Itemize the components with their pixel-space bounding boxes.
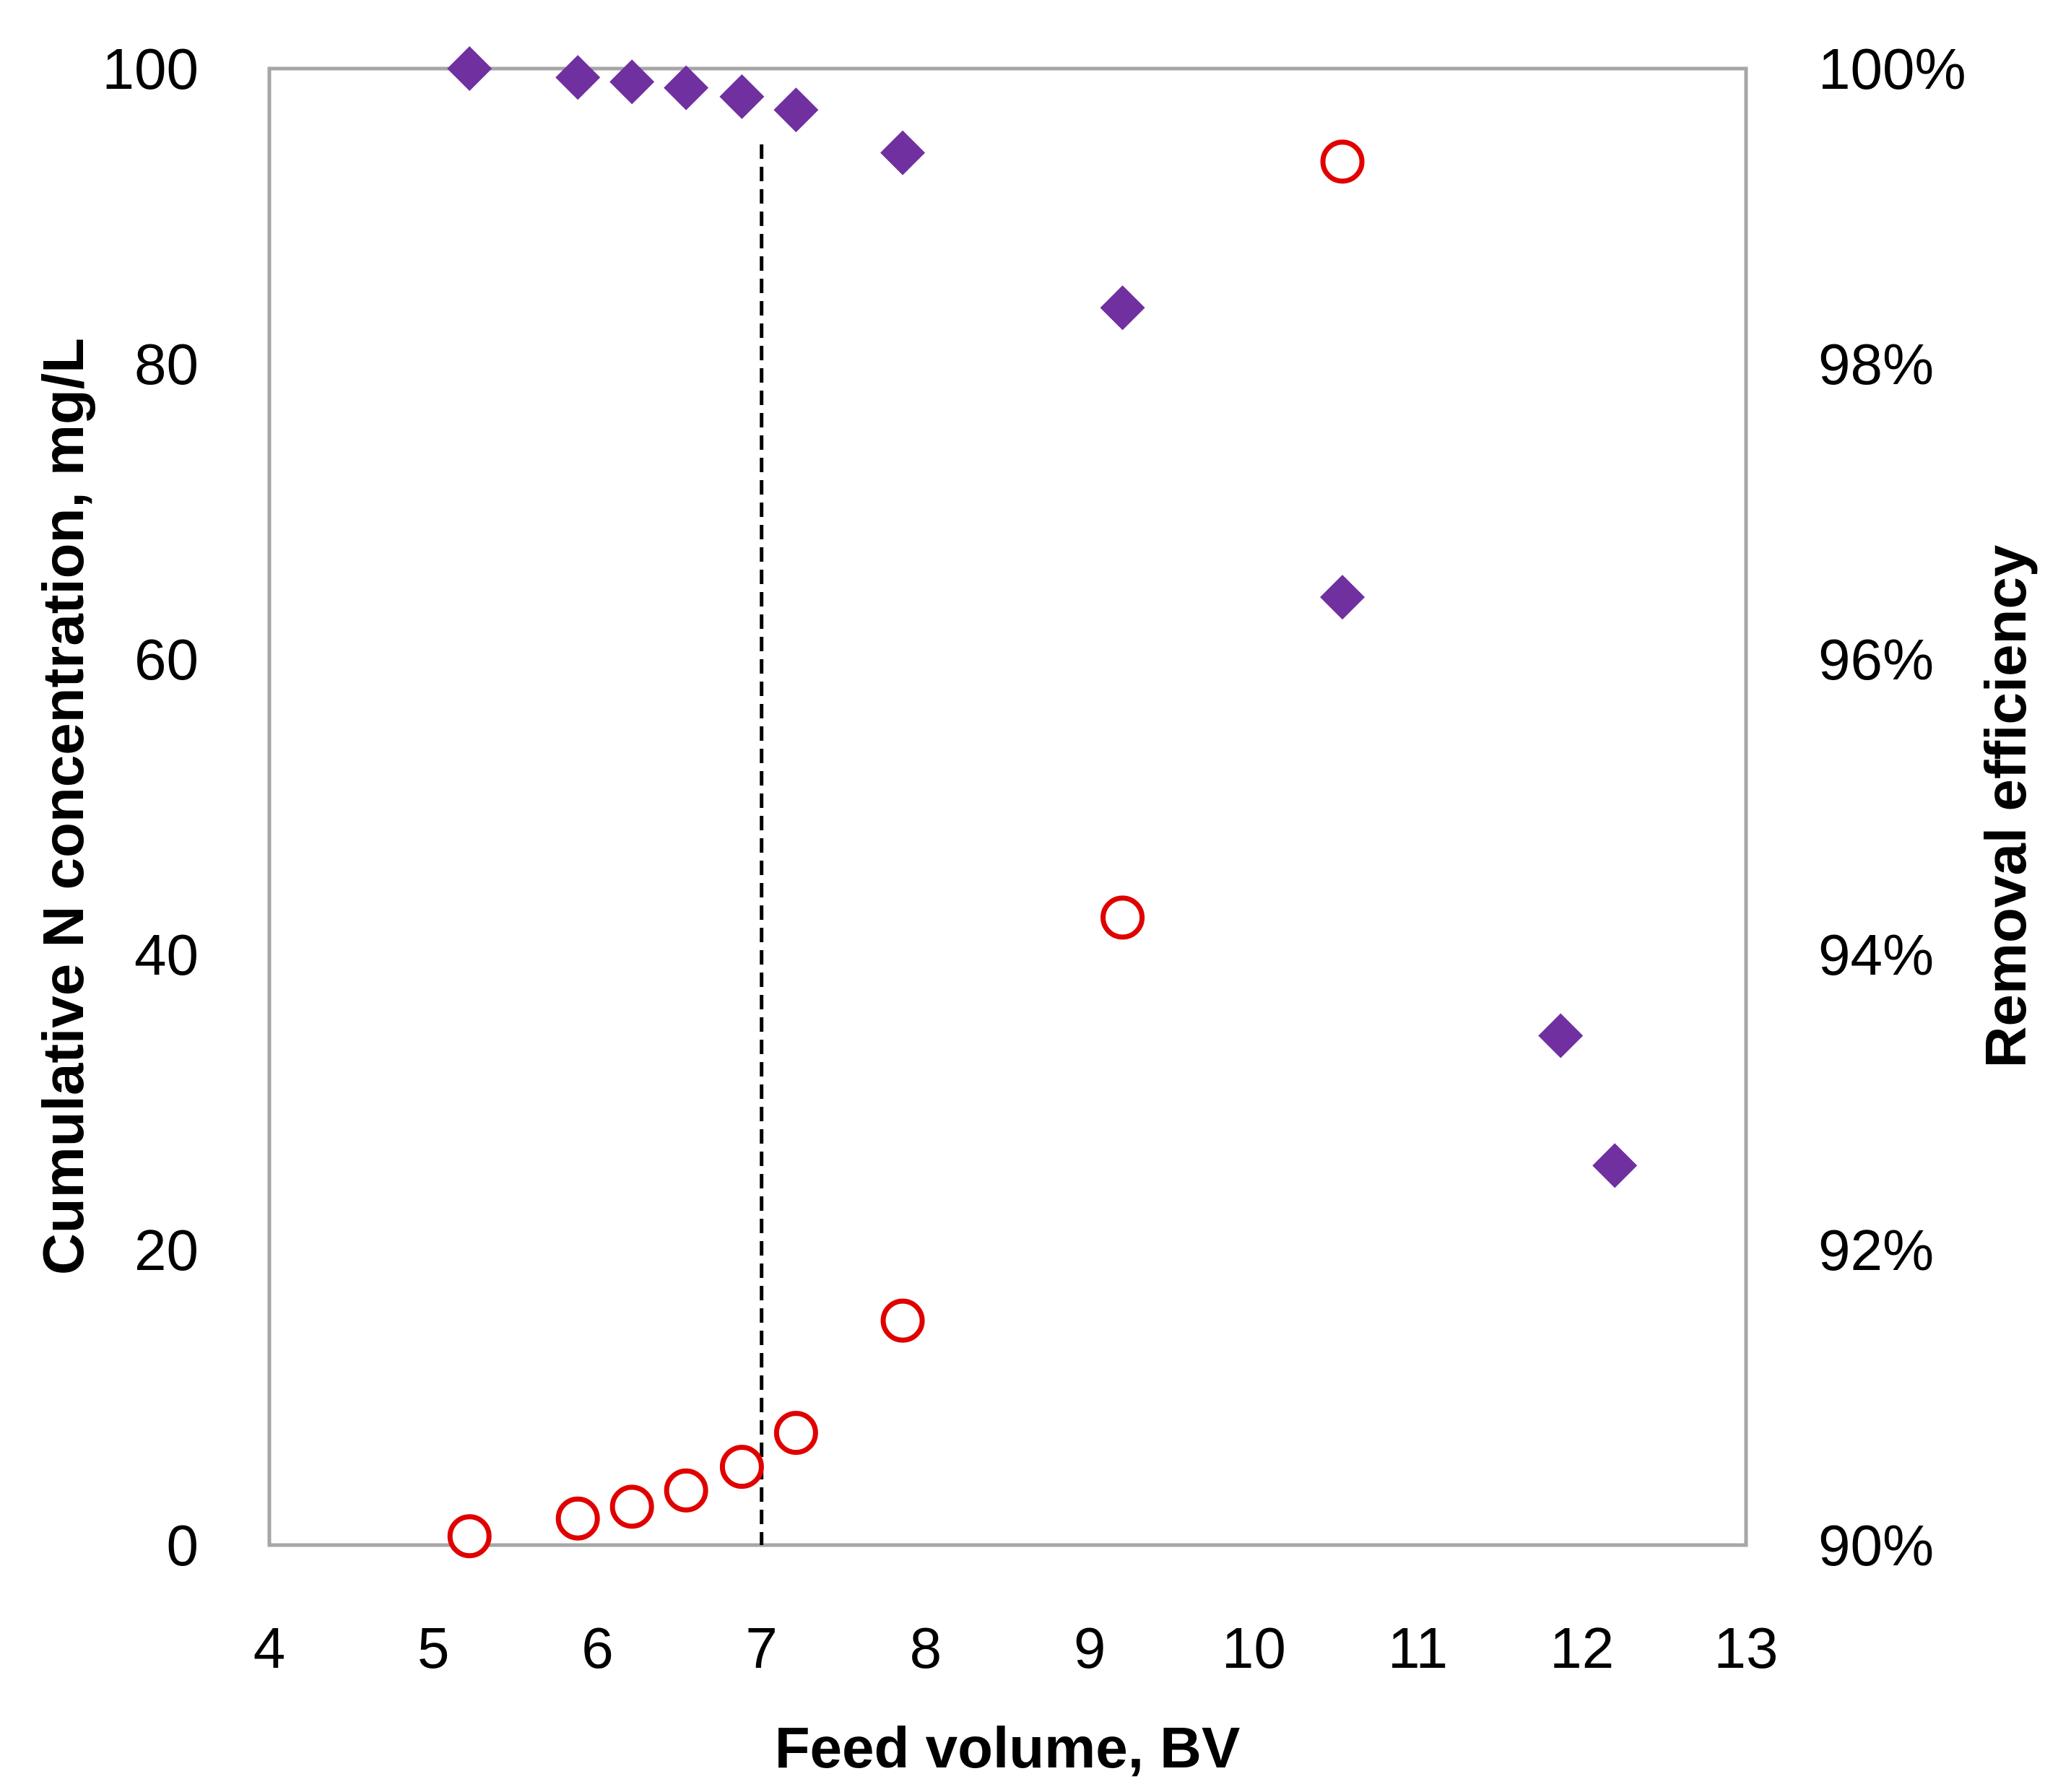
n-concentration-point: [609, 1484, 654, 1529]
x-axis-title: Feed volume, BV: [775, 1715, 1241, 1780]
x-tick-label: 8: [910, 1616, 942, 1680]
removal-efficiency-point: [664, 65, 709, 110]
y-tick-label: 0: [167, 1513, 199, 1578]
y2-tick-label: 96%: [1818, 627, 1934, 692]
y2-axis-title: Removal efficiency: [1974, 544, 2038, 1068]
x-tick-label: 11: [1388, 1616, 1448, 1680]
removal-efficiency-point: [555, 55, 601, 100]
n-concentration-point: [880, 1298, 925, 1343]
removal-efficiency-point: [1100, 285, 1145, 331]
x-tick-label: 13: [1714, 1616, 1779, 1680]
n-concentration-point: [555, 1496, 600, 1541]
removal-efficiency-point: [880, 130, 926, 175]
n-concentration-point: [1320, 139, 1365, 184]
removal-efficiency-point: [1320, 575, 1366, 620]
y-tick-label: 20: [134, 1218, 199, 1282]
y2-tick-label: 98%: [1818, 332, 1934, 396]
plot-area: [267, 66, 1748, 1547]
n-concentration-point: [719, 1445, 764, 1489]
x-tick-label: 5: [417, 1616, 450, 1680]
n-concentration-point: [664, 1468, 708, 1513]
x-tick-label: 9: [1074, 1616, 1106, 1680]
x-tick-label: 4: [253, 1616, 286, 1680]
removal-efficiency-point: [609, 59, 655, 105]
n-concentration-point: [447, 1514, 492, 1559]
removal-efficiency-point: [1592, 1143, 1638, 1188]
x-tick-label: 12: [1550, 1616, 1614, 1680]
y-tick-label: 40: [134, 923, 199, 987]
x-tick-label: 10: [1222, 1616, 1286, 1680]
x-tick-label: 7: [745, 1616, 778, 1680]
n-concentration-point: [1100, 895, 1145, 940]
n-concentration-point: [773, 1411, 818, 1456]
y-tick-label: 80: [134, 332, 199, 396]
y-tick-label: 60: [134, 627, 199, 692]
y-axis-title: Cumulative N concentration, mg/L: [31, 338, 95, 1275]
x-tick-label: 6: [581, 1616, 614, 1680]
y-tick-label: 100: [103, 37, 199, 101]
y2-tick-label: 94%: [1818, 923, 1934, 987]
removal-efficiency-point: [1538, 1013, 1584, 1058]
y2-tick-label: 100%: [1818, 37, 1966, 101]
y2-tick-label: 90%: [1818, 1513, 1934, 1578]
removal-efficiency-point: [773, 87, 819, 133]
removal-efficiency-point: [447, 46, 492, 91]
y2-tick-label: 92%: [1818, 1218, 1934, 1282]
removal-efficiency-point: [719, 74, 765, 119]
